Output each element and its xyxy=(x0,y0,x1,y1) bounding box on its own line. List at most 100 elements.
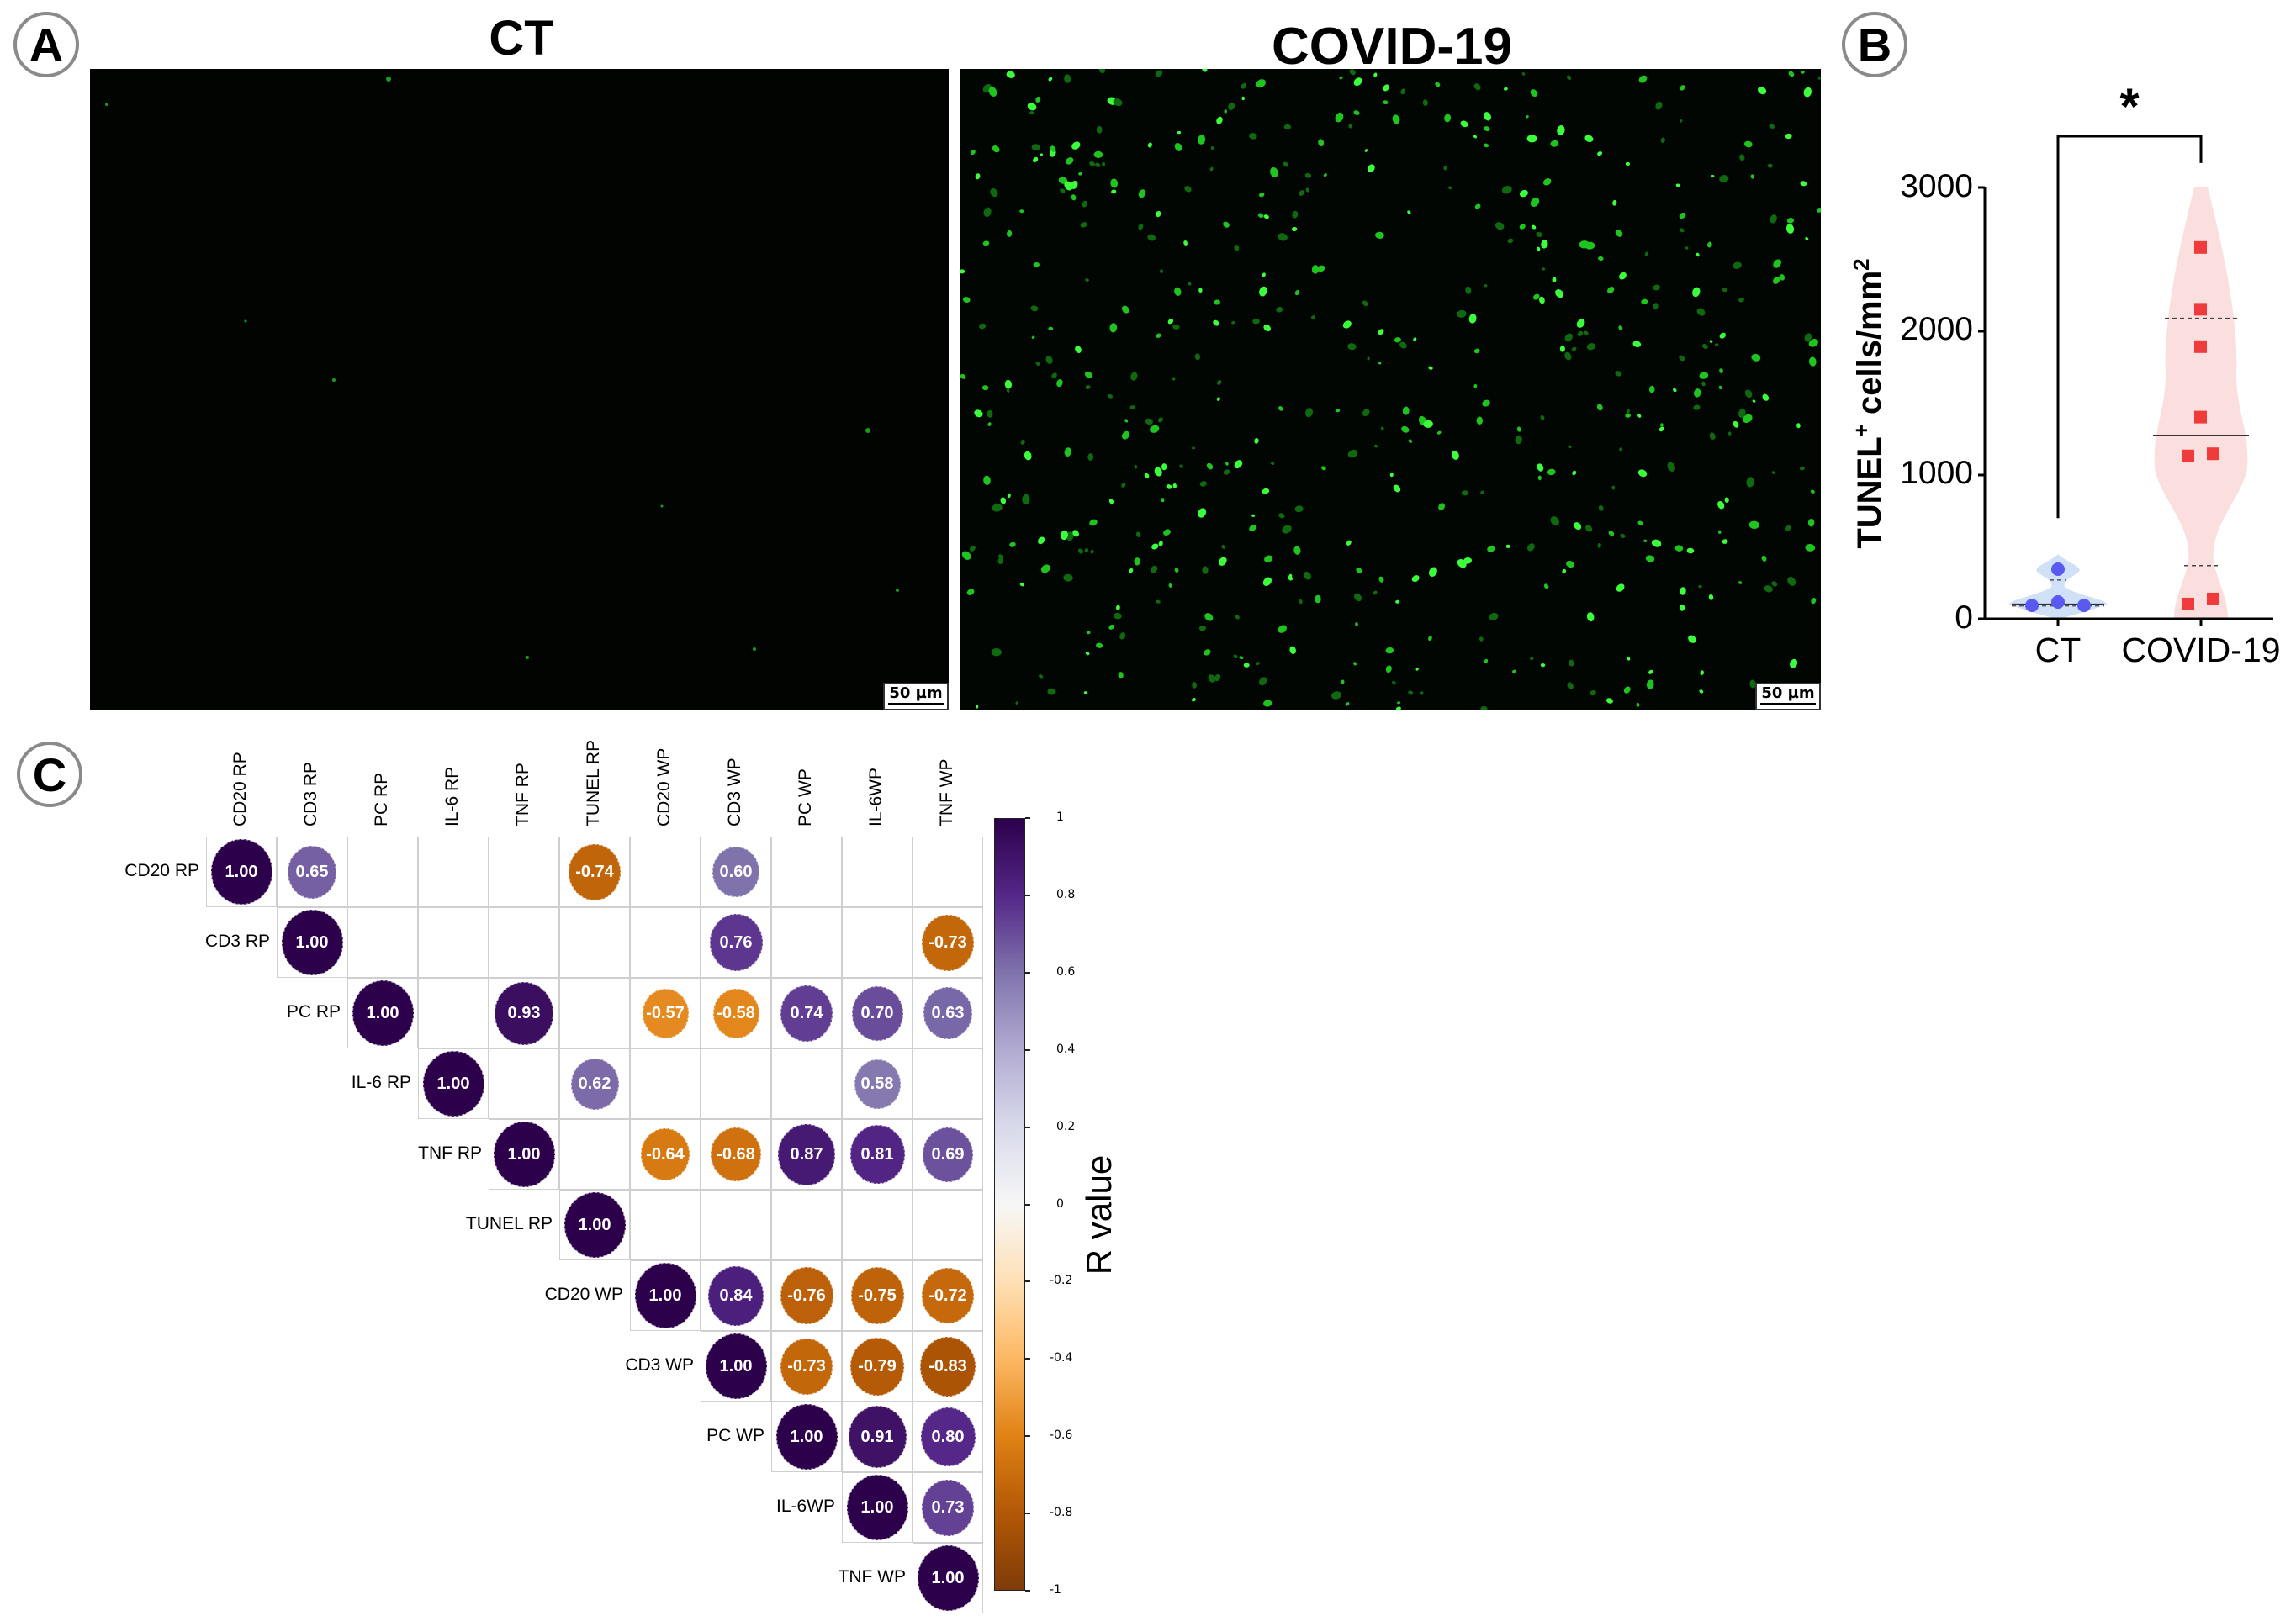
correlation-dot: -0.79 xyxy=(850,1337,904,1396)
colorbar xyxy=(994,818,1025,1591)
row-label: TUNEL RP xyxy=(465,1214,553,1233)
correlation-dot: -0.73 xyxy=(780,1338,833,1395)
covid-micrograph: 50 µm xyxy=(960,69,1821,710)
matrix-cell xyxy=(771,837,842,907)
column-label: PC WP xyxy=(796,768,815,826)
correlation-dot: 1.00 xyxy=(634,1263,696,1328)
column-label: PC RP xyxy=(372,772,391,826)
correlation-dot: 1.00 xyxy=(281,910,343,975)
matrix-cell xyxy=(842,1190,913,1260)
row-label: CD3 RP xyxy=(204,932,270,951)
matrix-cell xyxy=(771,1402,842,1472)
violin-y-axis-title: TUNEL+ cells/mm2 xyxy=(1849,258,1889,548)
covid-data-point xyxy=(2194,340,2207,353)
matrix-cell xyxy=(489,1119,559,1190)
matrix-cell xyxy=(701,978,771,1048)
row-label: IL-6 RP xyxy=(351,1073,411,1092)
ct-data-point xyxy=(2051,594,2065,609)
panel-b-label: B xyxy=(1842,12,1907,77)
y-tick-3000: 3000 xyxy=(1900,168,1973,204)
matrix-cell xyxy=(559,837,630,907)
matrix-cell xyxy=(701,1331,771,1402)
correlation-dot: 0.58 xyxy=(854,1059,901,1109)
correlation-dot: 0.73 xyxy=(922,1479,974,1536)
matrix-cell xyxy=(418,1048,489,1119)
correlation-dot: 0.70 xyxy=(851,985,903,1041)
colorbar-tick-mark xyxy=(1025,1126,1030,1128)
colorbar-tick-mark xyxy=(1025,1358,1030,1360)
row-label: CD3 WP xyxy=(625,1355,694,1375)
matrix-cell xyxy=(418,907,489,978)
matrix-cell xyxy=(842,1048,913,1119)
matrix-cell xyxy=(913,1472,983,1543)
correlation-dot: 0.63 xyxy=(923,987,972,1039)
correlation-dot: 1.00 xyxy=(352,980,414,1046)
colorbar-tick-label: -0.6 xyxy=(1050,1428,1073,1443)
matrix-cell xyxy=(347,907,418,978)
covid-data-point xyxy=(2194,240,2207,254)
matrix-cell xyxy=(418,978,489,1048)
correlation-dot: 0.91 xyxy=(848,1406,907,1468)
correlation-dot: 0.87 xyxy=(778,1123,835,1185)
colorbar-tick-mark xyxy=(1025,1513,1030,1515)
matrix-cell xyxy=(771,1331,842,1402)
matrix-cell xyxy=(701,907,771,978)
correlation-dot: 1.00 xyxy=(846,1475,908,1540)
row-label: IL-6WP xyxy=(775,1497,835,1516)
covid-data-point xyxy=(2207,447,2219,461)
column-label: CD3 WP xyxy=(725,758,744,826)
row-label: PC RP xyxy=(286,1002,341,1022)
matrix-cell xyxy=(913,1260,983,1331)
colorbar-tick-mark xyxy=(1025,894,1030,896)
y-tick-0: 0 xyxy=(1955,599,1973,636)
row-label: TNF WP xyxy=(838,1567,906,1587)
covid-image-title: COVID-19 xyxy=(1272,18,1512,76)
matrix-cell xyxy=(489,1048,559,1119)
matrix-cell xyxy=(630,1048,701,1119)
column-label: CD3 RP xyxy=(301,761,320,826)
violin-plot xyxy=(1978,135,2273,626)
row-label: PC WP xyxy=(706,1426,764,1445)
matrix-cell xyxy=(559,1190,630,1260)
matrix-cell xyxy=(913,907,983,978)
matrix-cell xyxy=(701,1190,771,1260)
matrix-cell xyxy=(771,1260,842,1331)
correlation-dot: 0.69 xyxy=(923,1127,973,1182)
correlation-dot: 0.60 xyxy=(712,847,759,897)
matrix-cell xyxy=(771,1119,842,1190)
colorbar-tick-label: 0.6 xyxy=(1056,964,1076,979)
column-label: CD20 RP xyxy=(230,752,250,826)
ct-data-point xyxy=(2051,562,2065,577)
correlation-dot: 0.76 xyxy=(709,914,763,971)
matrix-cell xyxy=(418,837,489,907)
column-label: TNF WP xyxy=(937,758,956,826)
correlation-dot: -0.64 xyxy=(641,1128,690,1180)
matrix-cell xyxy=(489,837,559,907)
matrix-cell xyxy=(701,1048,771,1119)
colorbar-tick-mark xyxy=(1025,971,1030,974)
correlation-dot: -0.73 xyxy=(922,914,974,971)
ct-image-title: CT xyxy=(489,11,554,66)
correlation-dot: 0.93 xyxy=(495,981,553,1045)
matrix-cell xyxy=(630,837,701,907)
y-tick-2000: 2000 xyxy=(1900,311,1973,347)
panel-c-letter: C xyxy=(32,747,67,801)
matrix-cell xyxy=(913,1331,983,1402)
correlation-dot: 1.00 xyxy=(422,1051,484,1117)
covid-data-point xyxy=(2194,303,2207,316)
ylabel-main: TUNEL xyxy=(1851,436,1889,549)
x-label-covid: COVID-19 xyxy=(2121,631,2281,669)
colorbar-tick-mark xyxy=(1025,817,1030,819)
matrix-cell xyxy=(913,1190,983,1260)
matrix-cell xyxy=(842,1119,913,1190)
colorbar-tick-label: 0.2 xyxy=(1056,1119,1076,1133)
colorbar-tick-mark xyxy=(1025,1203,1030,1206)
matrix-cell xyxy=(771,1190,842,1260)
matrix-cell xyxy=(701,837,771,907)
column-label: IL-6WP xyxy=(866,767,886,826)
matrix-cell xyxy=(489,978,559,1048)
significance-bracket xyxy=(2056,135,2203,519)
correlation-dot: -0.68 xyxy=(711,1127,761,1181)
colorbar-label: R value xyxy=(1079,1154,1119,1275)
matrix-cell xyxy=(701,1119,771,1190)
